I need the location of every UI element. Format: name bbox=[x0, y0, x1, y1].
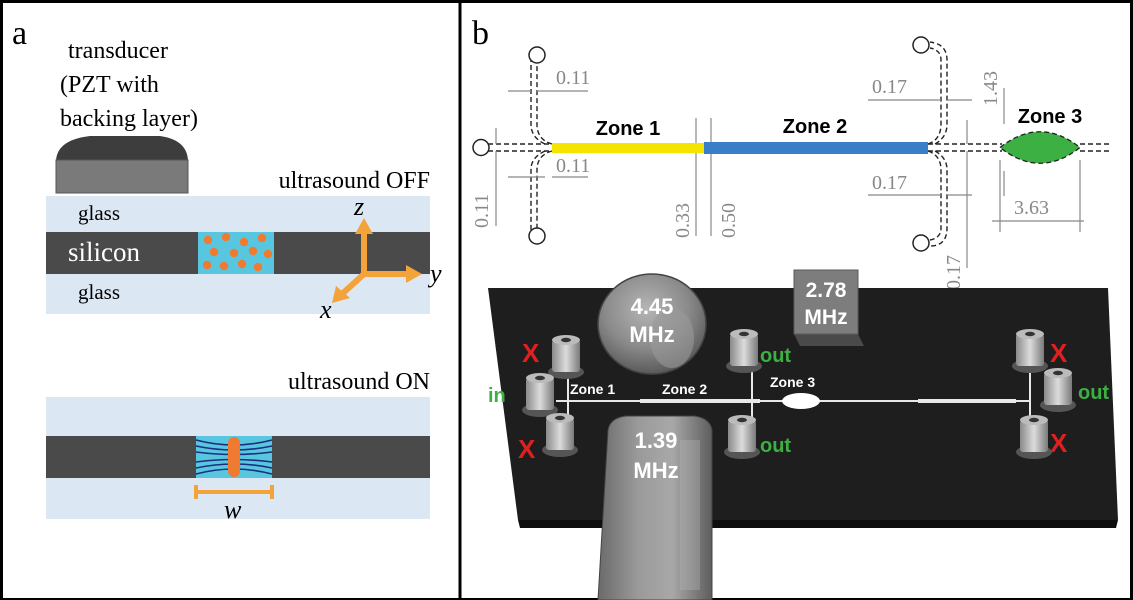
port-circle-bottom-left bbox=[528, 227, 546, 245]
fitting-top-left bbox=[548, 335, 584, 379]
channel-schematic: Zone 1 Zone 2 Zone 3 0.11 0.11 0.11 0.33 bbox=[471, 36, 1110, 290]
x-axis-label: x bbox=[319, 295, 332, 324]
freq-2-78-unit: MHz bbox=[804, 306, 847, 329]
y-arrow-head bbox=[406, 265, 422, 283]
transducer bbox=[55, 136, 189, 194]
zone-3-chamber bbox=[998, 131, 1082, 164]
dim-0-17-top: 0.17 bbox=[872, 76, 907, 98]
port-out-right: out bbox=[1078, 382, 1109, 404]
freq-4-45-unit: MHz bbox=[629, 322, 674, 347]
device-render: Zone 1 Zone 2 Zone 3 bbox=[488, 269, 1118, 600]
panel-a: a transducer (PZT with backing layer) ul… bbox=[12, 15, 442, 524]
freq-1-39-value: 1.39 bbox=[635, 428, 678, 453]
panel-b-label: b bbox=[472, 15, 489, 52]
freq-2-78-value: 2.78 bbox=[806, 279, 847, 302]
port-blocked-top-left: X bbox=[522, 338, 540, 368]
port-circle-bottom-right bbox=[912, 234, 930, 252]
dimension-lines bbox=[495, 88, 1084, 268]
dim-0-11-top: 0.11 bbox=[556, 67, 590, 89]
fitting-bottom-left bbox=[542, 413, 578, 457]
ultrasound-on-label: ultrasound ON bbox=[288, 369, 430, 395]
width-label: w bbox=[224, 495, 242, 524]
glass-top-label: glass bbox=[78, 201, 120, 225]
port-blocked-top-right: X bbox=[1050, 338, 1068, 368]
freq-1-39-unit: MHz bbox=[633, 458, 678, 483]
backing-layer bbox=[56, 136, 188, 162]
dim-0-17-vertical: 0.17 bbox=[943, 255, 965, 290]
fitting-bottom-right bbox=[1016, 415, 1052, 459]
panel-a-label: a bbox=[12, 15, 27, 52]
fitting-inlet bbox=[522, 373, 558, 417]
panel-b: b Zone 1 Zone 2 Zone 3 bbox=[471, 15, 1118, 600]
dim-0-11-left: 0.11 bbox=[471, 194, 493, 228]
dim-0-50: 0.50 bbox=[718, 203, 740, 238]
fitting-outlet-right bbox=[1040, 368, 1076, 412]
fitting-top-right bbox=[1012, 329, 1048, 373]
port-out-top-mid: out bbox=[760, 345, 791, 367]
channel-outline bbox=[488, 41, 1110, 247]
y-axis-label: y bbox=[427, 259, 442, 288]
zone-2-label: Zone 2 bbox=[783, 116, 847, 138]
z-arrow-head bbox=[355, 218, 373, 234]
axes bbox=[332, 218, 422, 303]
port-circle-top-left bbox=[528, 46, 546, 64]
port-blocked-bottom-right: X bbox=[1050, 428, 1068, 458]
particles-dispersed bbox=[202, 232, 273, 272]
transducer-2-78: 2.78 MHz bbox=[793, 269, 864, 346]
port-circle-top-right bbox=[912, 36, 930, 54]
x-axis-arrow bbox=[339, 271, 367, 297]
zone-2-segment bbox=[704, 142, 928, 154]
zone-3-label: Zone 3 bbox=[1018, 106, 1082, 128]
zone-1-label: Zone 1 bbox=[596, 118, 660, 140]
port-in-label: in bbox=[488, 385, 506, 407]
chip-zone-2-label: Zone 2 bbox=[662, 381, 707, 397]
fitting-bottom-mid bbox=[724, 415, 760, 459]
stack-ultrasound-off: glass silicon glass bbox=[46, 196, 430, 314]
dim-0-33: 0.33 bbox=[672, 203, 694, 238]
port-circle-inlet bbox=[472, 138, 490, 157]
fitting-top-mid bbox=[726, 329, 762, 373]
chip-zone-3-label: Zone 3 bbox=[770, 374, 815, 390]
glass-bottom-label: glass bbox=[78, 280, 120, 304]
port-out-bottom-mid: out bbox=[760, 435, 791, 457]
fittings bbox=[522, 329, 1076, 459]
pzt-element bbox=[55, 159, 189, 194]
chip-zone-1-label: Zone 1 bbox=[570, 381, 615, 397]
freq-4-45-value: 4.45 bbox=[631, 294, 674, 319]
z-axis-label: z bbox=[353, 192, 364, 221]
x-arrow-head bbox=[332, 286, 350, 303]
stack-ultrasound-on: w bbox=[46, 397, 430, 524]
width-bracket bbox=[194, 485, 274, 499]
dim-3-63: 3.63 bbox=[1014, 197, 1049, 219]
transducer-1-39: 1.39 MHz bbox=[597, 415, 713, 600]
transducer-label-line-3: backing layer) bbox=[60, 106, 198, 132]
dim-1-43: 1.43 bbox=[980, 71, 1002, 106]
particles-focused bbox=[228, 437, 240, 477]
ultrasound-off-label: ultrasound OFF bbox=[279, 168, 430, 194]
port-blocked-bottom-left: X bbox=[518, 434, 536, 464]
transducer-label-line-1: transducer bbox=[68, 38, 168, 64]
chip-zone-3-chamber bbox=[782, 393, 820, 409]
dim-0-17-mid: 0.17 bbox=[872, 172, 907, 194]
silicon-label: silicon bbox=[68, 237, 140, 267]
transducer-4-45: 4.45 MHz bbox=[597, 273, 707, 375]
dim-0-11-mid: 0.11 bbox=[556, 155, 590, 177]
transducer-label-line-2: (PZT with bbox=[60, 72, 159, 98]
zone-1-segment bbox=[552, 143, 704, 153]
